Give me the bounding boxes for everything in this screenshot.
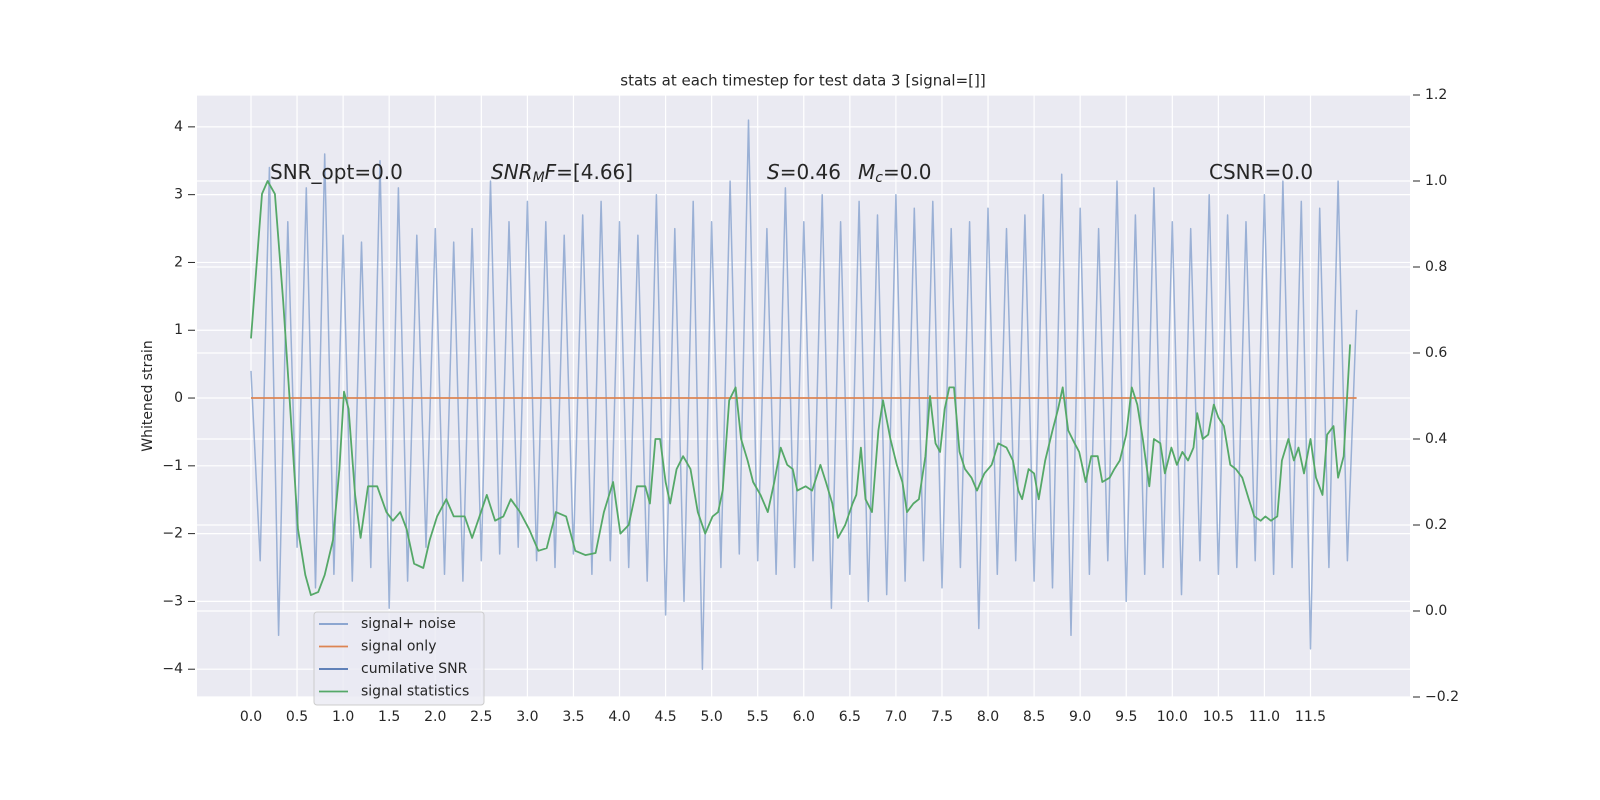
annotation-part: F [545,160,557,184]
y-tick-label: 2 [174,254,183,270]
x-tick-label: 3.0 [516,709,538,725]
y2-tick-label: 0.8 [1425,259,1447,275]
y-tick-label: −2 [162,526,183,542]
annotation-part: SNR [491,160,533,184]
annotation: CSNR=0.0 [1209,160,1313,184]
annotation-part: M [858,160,875,184]
annotation-part: =0.0 [883,160,932,184]
y2-tick-label: −0.2 [1425,689,1459,705]
x-tick-label: 0.5 [286,709,308,725]
x-tick-label: 5.0 [701,709,723,725]
x-tick-label: 1.5 [378,709,400,725]
legend-box [313,611,485,706]
annotation-part: CSNR=0.0 [1209,160,1313,184]
annotation: S=0.46 [767,160,841,184]
legend-label: signal only [361,639,436,655]
x-tick-label: 2.5 [470,709,492,725]
x-tick-label: 4.5 [654,709,676,725]
y-tick-label: 4 [174,119,183,135]
legend-label: signal+ noise [361,616,456,632]
annotation-part: M [533,170,545,186]
annotation-part: S [767,160,780,184]
y2-tick-label: 1.2 [1425,87,1447,103]
x-tick-label: 1.0 [332,709,354,725]
y-tick-label: 0 [174,390,183,406]
y2-tick-label: 0.4 [1425,431,1447,447]
y-tick-label: −3 [162,593,183,609]
x-tick-label: 6.0 [793,709,815,725]
y-tick-label: −1 [162,458,183,474]
annotation: SNR_opt=0.0 [270,160,403,184]
x-tick-label: 2.0 [424,709,446,725]
chart-title: stats at each timestep for test data 3 [… [620,72,985,90]
x-tick-label: 8.5 [1023,709,1045,725]
y2-tick-label: 0.2 [1425,517,1447,533]
annotation-part: SNR_opt=0.0 [270,160,403,184]
annotation: SNRMF=[4.66] [491,160,633,187]
x-tick-label: 10.5 [1203,709,1234,725]
series-line [250,180,1351,596]
x-tick-label: 11.5 [1295,709,1326,725]
x-tick-label: 9.5 [1115,709,1137,725]
x-tick-label: 4.0 [608,709,630,725]
legend-label: cumilative SNR [361,661,468,677]
x-tick-label: 9.0 [1069,709,1091,725]
y-tick-label: −4 [162,661,183,677]
y-tick-label: 1 [174,322,183,338]
legend-label: signal statistics [361,684,469,700]
x-tick-label: 3.5 [562,709,584,725]
x-tick-label: 7.0 [885,709,907,725]
annotation: Mc=0.0 [858,160,932,187]
x-tick-label: 5.5 [747,709,769,725]
series-line [250,119,1358,670]
x-tick-label: 6.5 [839,709,861,725]
annotation-part: =0.46 [780,160,841,184]
y2-tick-label: 0.0 [1425,603,1447,619]
annotation-part: =[4.66] [556,160,633,184]
y2-tick-label: 0.6 [1425,345,1447,361]
x-tick-label: 11.0 [1249,709,1280,725]
y2-tick-label: 1.0 [1425,173,1447,189]
annotation-part: c [875,170,883,186]
y-axis-label: Whitened strain [140,340,156,451]
x-tick-label: 0.0 [240,709,262,725]
y-tick-label: 3 [174,187,183,203]
x-tick-label: 7.5 [931,709,953,725]
x-tick-label: 10.0 [1157,709,1188,725]
x-tick-label: 8.0 [977,709,999,725]
